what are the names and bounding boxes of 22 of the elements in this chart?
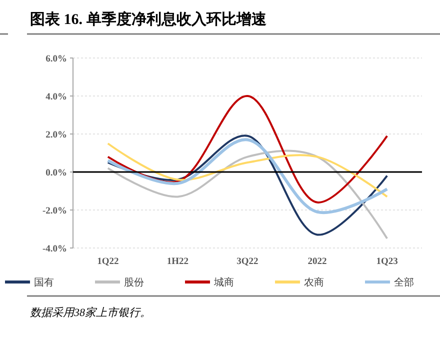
y-tick-label: 6.0%: [46, 54, 67, 64]
y-tick-label: 0.0%: [46, 168, 67, 178]
legend-label: 国有: [34, 276, 54, 288]
x-tick-label: 2022: [308, 257, 328, 267]
legend-label: 全部: [394, 276, 414, 288]
y-tick-label: 4.0%: [46, 92, 67, 102]
text: 数据采用38家上市银行。: [30, 306, 151, 319]
line-series: [106, 142, 388, 198]
line-series: [106, 134, 388, 236]
line-series: [106, 95, 388, 204]
line-series: [106, 138, 389, 214]
legend-label: 城商: [213, 276, 234, 288]
chart-title: 图表 16. 单季度净利息收入环比增速: [30, 10, 268, 28]
x-tick-label: 3Q22: [236, 257, 259, 267]
legend-label: 股份: [124, 278, 144, 288]
x-tick-label: 1H22: [166, 257, 189, 267]
legend-label: 农商: [304, 276, 324, 288]
y-tick-label: 2.0%: [46, 130, 67, 140]
y-tick-label: -4.0%: [42, 244, 67, 254]
x-tick-label: 1Q22: [97, 257, 119, 267]
x-tick-label: 1Q23: [376, 257, 398, 267]
y-tick-label: -2.0%: [42, 206, 67, 216]
